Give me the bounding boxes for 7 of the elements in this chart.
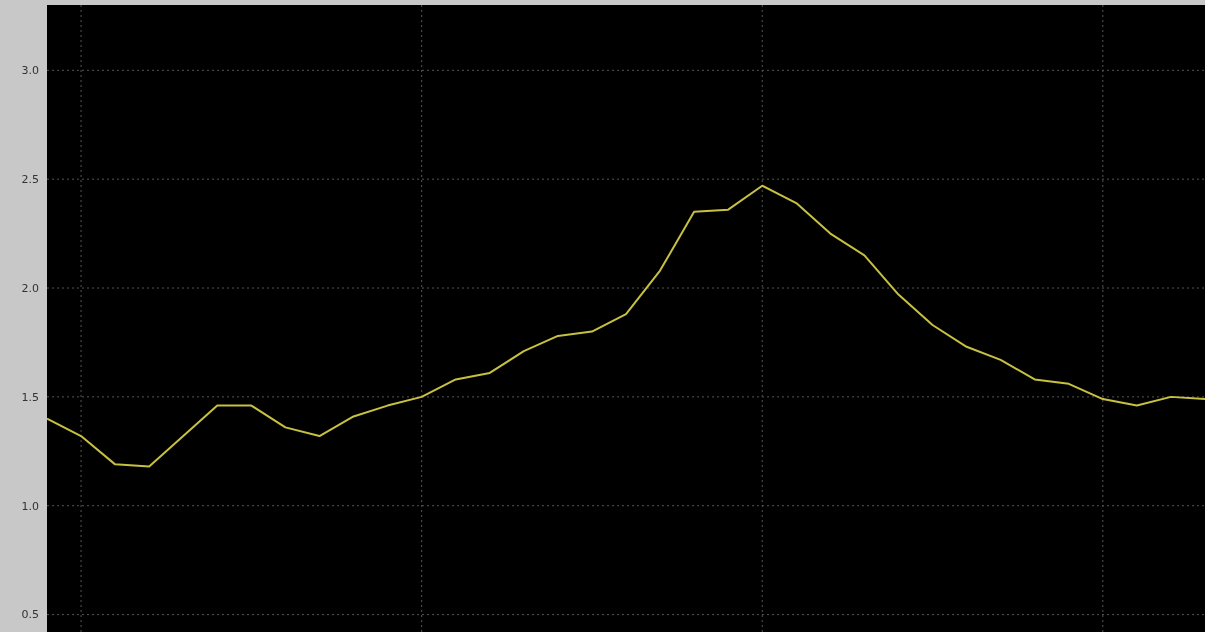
- y-tick-label: 1.0: [21, 499, 39, 513]
- y-tick-label: 0.5: [21, 608, 39, 622]
- y-tick-label: 2.0: [21, 281, 39, 295]
- y-tick-label: 2.5: [21, 173, 39, 187]
- y-tick-label: 1.5: [21, 390, 39, 404]
- y-tick-label: 3.0: [21, 64, 39, 78]
- line-series: [47, 184, 1205, 468]
